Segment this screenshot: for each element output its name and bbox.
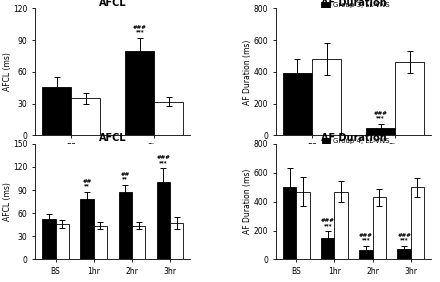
Bar [312, 59, 341, 135]
Bar [296, 191, 310, 259]
Text: ##
**: ## ** [82, 179, 92, 188]
Text: ###
***: ### *** [397, 233, 411, 242]
Text: ###
***: ### *** [359, 233, 373, 242]
Bar [118, 192, 132, 259]
Bar [94, 226, 107, 259]
Bar [125, 51, 154, 135]
Bar [42, 219, 55, 259]
Text: ###
***: ### *** [321, 218, 335, 228]
Bar [397, 249, 411, 259]
Y-axis label: AF Duration (ms): AF Duration (ms) [243, 39, 252, 105]
Bar [334, 191, 348, 259]
Title: AFCL: AFCL [99, 133, 127, 143]
Bar [359, 250, 373, 259]
Text: ###
***: ### *** [133, 25, 147, 34]
Y-axis label: AF Duration (ms): AF Duration (ms) [243, 169, 252, 234]
Bar [321, 239, 334, 259]
Bar [157, 182, 170, 259]
Text: ###
***: ### *** [157, 155, 170, 165]
Bar [81, 199, 94, 259]
Title: AF Duration: AF Duration [321, 133, 386, 143]
Bar [154, 102, 183, 135]
Title: AF Duration: AF Duration [321, 0, 386, 8]
Bar [283, 74, 312, 135]
Title: AFCL: AFCL [99, 0, 127, 8]
Text: ##
**: ## ** [121, 172, 130, 181]
Bar [71, 98, 100, 135]
Bar [132, 226, 145, 259]
Bar [366, 128, 395, 135]
Bar [283, 187, 296, 259]
Legend: Group 3, LL-VNS, Group 3, no LL-VNS: Group 3, LL-VNS, Group 3, no LL-VNS [321, 2, 400, 18]
Bar [395, 62, 424, 135]
Bar [42, 87, 71, 135]
Y-axis label: AFCL (ms): AFCL (ms) [3, 52, 12, 91]
Y-axis label: AFCL (ms): AFCL (ms) [3, 182, 12, 221]
Bar [170, 223, 183, 259]
Bar [55, 224, 69, 259]
Bar [411, 187, 424, 259]
Bar [373, 197, 386, 259]
Text: ###
***: ### *** [374, 111, 388, 120]
Legend: Group 4, LL-VNS, Group 4, no LL-VNS: Group 4, LL-VNS, Group 4, no LL-VNS [322, 138, 400, 154]
